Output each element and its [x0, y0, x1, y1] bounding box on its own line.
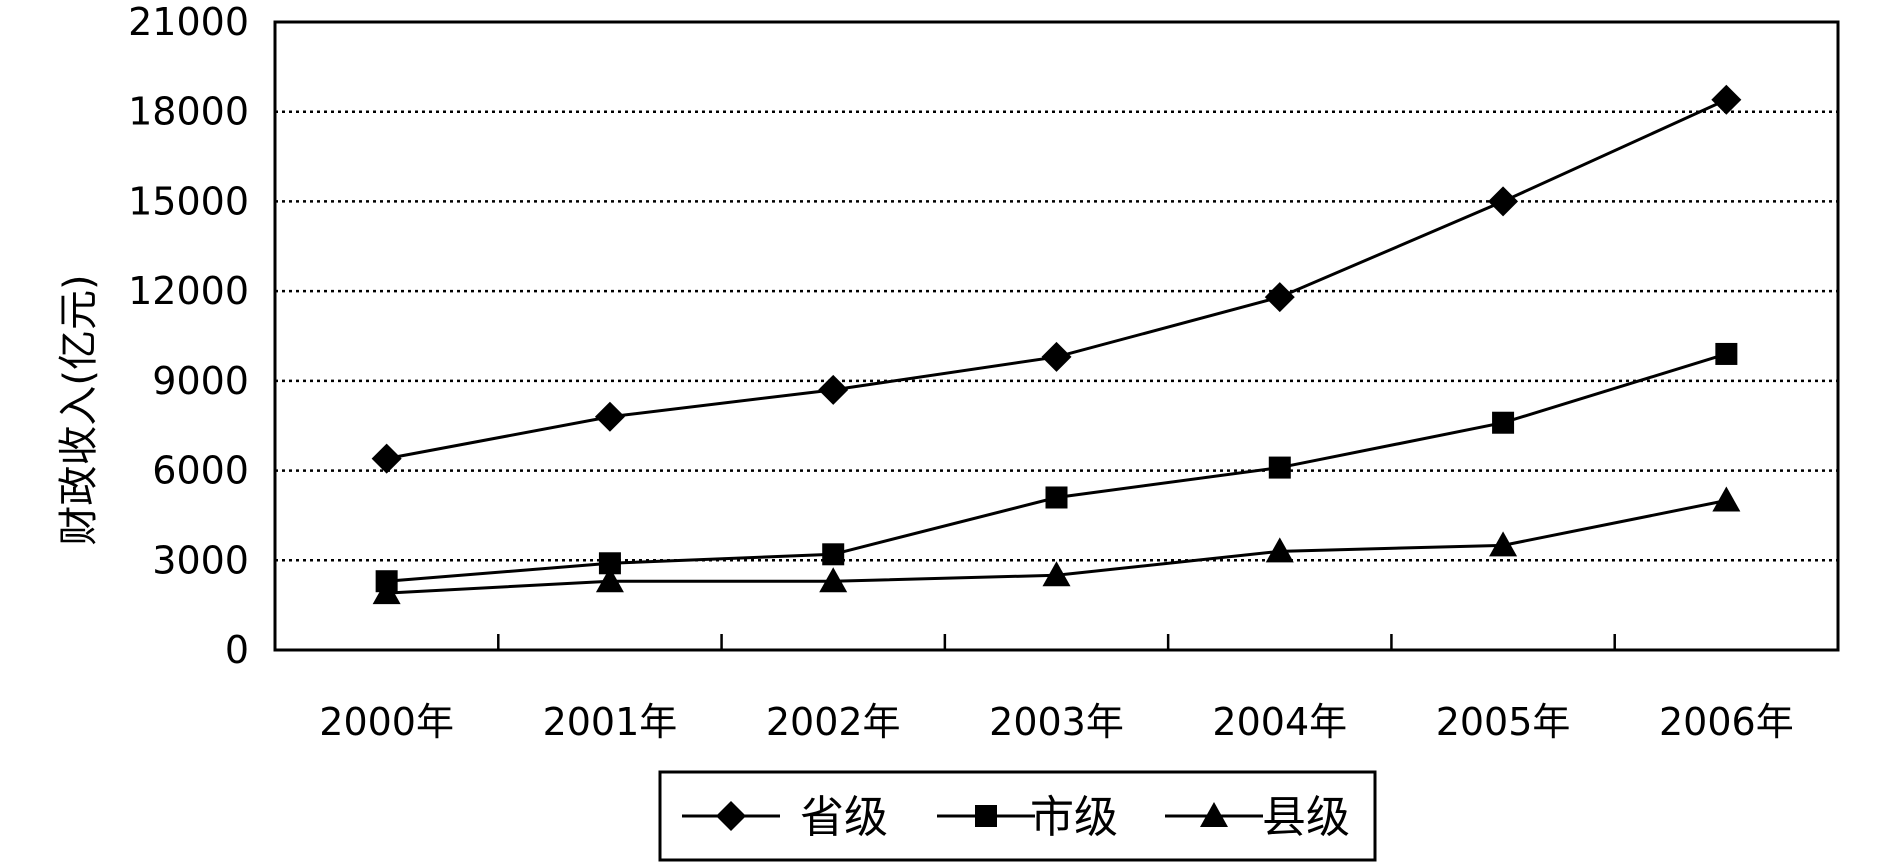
y-axis: 0 3000 6000 9000 12000 15000 18000 21000: [128, 0, 249, 672]
legend-label: 省级: [800, 792, 888, 843]
gridlines: [275, 110, 1838, 562]
x-axis: 2000年 2001年 2002年 2003年 2004年 2005年 2006年: [319, 634, 1794, 744]
data-point: [1041, 341, 1072, 372]
data-point: [1264, 282, 1295, 313]
x-tick-label: 2003年: [989, 700, 1124, 744]
data-point: [818, 374, 849, 405]
x-tick-label: 2002年: [766, 700, 901, 744]
legend-label: 市级: [1030, 792, 1118, 843]
data-point: [371, 443, 402, 474]
data-point: [1265, 537, 1294, 563]
y-axis-label: 财政收入(亿元): [56, 274, 102, 545]
data-point: [819, 567, 848, 593]
series-line: [386, 352, 1727, 583]
data-point: [822, 543, 845, 566]
data-point: [1492, 411, 1515, 434]
y-tick-label: 6000: [152, 449, 249, 493]
y-tick-label: 15000: [128, 179, 249, 223]
data-point: [1712, 486, 1741, 512]
legend-entry: 省级: [682, 792, 888, 843]
data-point: [1268, 456, 1291, 479]
legend-marker: [716, 801, 746, 831]
x-tick-label: 2001年: [543, 700, 678, 744]
y-tick-label: 9000: [152, 359, 249, 403]
data-point: [1045, 486, 1068, 509]
data-point: [372, 579, 401, 605]
data-point: [1042, 561, 1071, 587]
legend: 省级 市级 县级: [658, 770, 1377, 862]
y-tick-label: 21000: [128, 0, 249, 44]
legend-label: 县级: [1262, 792, 1350, 843]
data-point: [598, 552, 621, 575]
y-tick-label: 0: [225, 628, 249, 672]
x-tick-label: 2000年: [319, 700, 454, 744]
data-point: [1489, 531, 1518, 557]
y-tick-label: 3000: [152, 538, 249, 582]
legend-marker: [1200, 802, 1228, 827]
legend-entry: 县级: [1165, 792, 1350, 843]
x-tick-label: 2006年: [1659, 700, 1794, 744]
data-point: [594, 401, 625, 432]
legend-entry: 市级: [937, 792, 1118, 843]
y-tick-label: 12000: [128, 269, 249, 313]
data-point: [1711, 84, 1742, 115]
data-point: [1488, 186, 1519, 217]
series-2: [375, 342, 1738, 593]
series-group: [371, 84, 1742, 605]
series-1: [371, 84, 1742, 474]
series-3: [372, 486, 1741, 605]
legend-marker: [975, 805, 997, 827]
x-tick-label: 2004年: [1212, 700, 1347, 744]
series-line: [386, 98, 1727, 461]
x-tick-label: 2005年: [1436, 700, 1571, 744]
plot-area: [273, 20, 1840, 652]
data-point: [595, 567, 624, 593]
y-tick-label: 18000: [128, 90, 249, 134]
data-point: [1715, 342, 1738, 365]
